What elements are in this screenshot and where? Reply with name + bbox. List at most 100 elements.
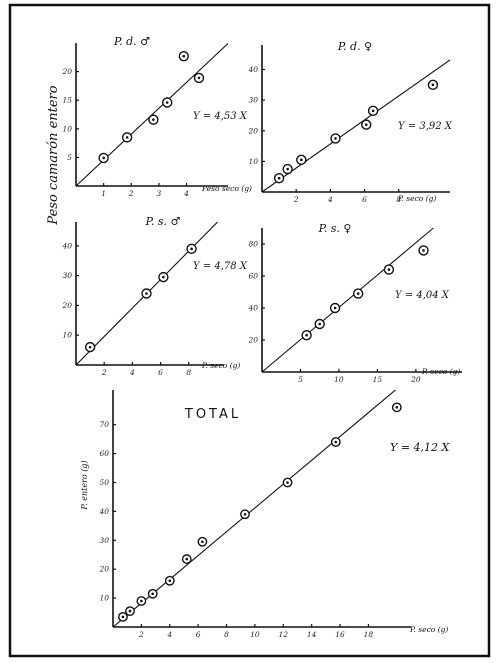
data-point-center (395, 406, 399, 409)
data-point-center (277, 176, 281, 180)
chart-panel: 2 4 6 8 10 20 30 40 P. s. ♂ Y = 4,78 X P. seco (g) (61, 215, 247, 377)
data-point-center (140, 599, 143, 603)
y-tick-label: 70 (99, 420, 109, 429)
data-point-center (102, 156, 105, 160)
regression-equation: Y = 4,12 X (390, 441, 450, 454)
x-tick-label: 8 (224, 630, 229, 639)
x-tick-label: 4 (327, 195, 333, 204)
regression-equation: Y = 4,04 X (395, 290, 450, 301)
y-tick-label: 30 (248, 96, 258, 105)
y-axis-label: P. entero (g) (80, 460, 89, 510)
data-point-center (152, 118, 155, 121)
data-point-center (371, 109, 375, 113)
data-point-center (168, 579, 172, 583)
y-tick-label: 60 (99, 449, 109, 458)
x-tick-label: 12 (279, 630, 289, 639)
data-point-center (121, 615, 125, 619)
chart-panel: 2 4 6 8 10 12 14 16 18 10 20 30 40 50 60 70 TOTAL Y = 4,1… (80, 389, 450, 639)
chart-title: P. s. ♂ (145, 215, 181, 228)
x-tick-label: 2 (138, 630, 144, 639)
data-point-center (145, 292, 148, 295)
x-tick-label: 4 (166, 630, 172, 639)
chart-title: TOTAL (184, 407, 241, 422)
x-tick-label: 6 (196, 630, 201, 639)
data-point-center (151, 592, 155, 596)
data-point-center (286, 167, 289, 171)
y-tick-label: 80 (248, 240, 258, 249)
data-point-center (431, 83, 435, 87)
x-tick-label: 15 (373, 375, 383, 384)
data-point-center (128, 609, 132, 613)
fit-line (261, 59, 451, 193)
y-tick-label: 40 (61, 241, 72, 250)
data-point-center (243, 512, 247, 516)
data-point-center (162, 275, 165, 279)
x-tick-label: 6 (362, 195, 367, 204)
data-point-center (334, 137, 337, 140)
data-point-center (125, 136, 129, 139)
y-tick-label: 20 (98, 565, 109, 574)
data-point-center (286, 481, 289, 484)
data-point-center (185, 557, 189, 561)
y-tick-label: 10 (62, 124, 72, 133)
data-point-center (333, 306, 337, 310)
data-point-center (182, 54, 186, 58)
y-tick-label: 30 (62, 271, 72, 280)
data-point-center (165, 101, 169, 104)
data-point-center (422, 249, 425, 252)
x-tick-label: 2 (293, 195, 299, 204)
x-tick-label: 6 (158, 368, 163, 377)
data-point-center (88, 345, 92, 349)
chart-panel: 2 4 6 8 10 20 30 40 P. d. ♀ Y = 3,92 X P. seco (g) (247, 40, 452, 204)
y-tick-label: 40 (98, 507, 109, 516)
x-tick-label: 3 (157, 189, 162, 198)
y-tick-label: 40 (247, 65, 258, 74)
x-tick-label: 8 (186, 368, 191, 377)
data-point-center (364, 123, 368, 126)
chart-title: P. d. ♀ (337, 40, 372, 53)
data-point-center (356, 292, 360, 295)
y-tick-label: 40 (247, 304, 258, 313)
x-tick-label: 2 (101, 368, 107, 377)
data-point-center (305, 333, 308, 337)
x-axis-label: P. seco (g) (201, 361, 240, 370)
y-tick-label: 50 (99, 478, 109, 487)
data-point-center (201, 540, 204, 544)
data-point-center (318, 322, 321, 326)
y-tick-label: 10 (99, 594, 109, 603)
fit-line (112, 389, 396, 628)
y-tick-label: 20 (247, 336, 258, 345)
regression-equation: Y = 4,53 X (193, 111, 248, 122)
chart-title: P. s. ♀ (318, 222, 352, 235)
page-frame (8, 3, 491, 658)
regression-equation: Y = 3,92 X (398, 121, 453, 132)
x-tick-label: 10 (334, 375, 344, 384)
x-tick-label: 1 (101, 189, 106, 198)
chart-title: P. d. ♂ (113, 35, 150, 48)
y-tick-label: 20 (61, 67, 72, 76)
data-point-center (197, 76, 201, 80)
x-tick-label: 4 (129, 368, 135, 377)
figure-ylabel: Peso camarón entero (46, 85, 61, 225)
y-tick-label: 10 (62, 331, 72, 340)
y-tick-label: 10 (248, 157, 258, 166)
fit-line (261, 227, 434, 373)
x-tick-label: 14 (307, 630, 317, 639)
y-tick-label: 30 (99, 536, 109, 545)
x-axis-label: Peso seco (g) (201, 184, 252, 193)
chart-panel: 5 10 15 20 20 40 60 80 P. s. ♀ Y = 4,04 X P. seco … (247, 222, 462, 384)
x-tick-label: 8 (396, 195, 401, 204)
y-tick-label: 60 (248, 272, 258, 281)
y-tick-label: 5 (67, 153, 72, 162)
data-point-center (300, 158, 303, 162)
y-tick-label: 20 (61, 301, 72, 310)
x-tick-label: 4 (183, 189, 189, 198)
regression-equation: Y = 4,78 X (193, 261, 248, 272)
chart-panel: 1 2 3 4 5 10 15 20 P. d. ♂ Y = 4,53 X Peso seco (g… (61, 35, 252, 198)
data-point-center (190, 247, 193, 251)
data-point-center (387, 268, 391, 271)
x-tick-label: 5 (298, 375, 303, 384)
x-tick-label: 10 (250, 630, 260, 639)
